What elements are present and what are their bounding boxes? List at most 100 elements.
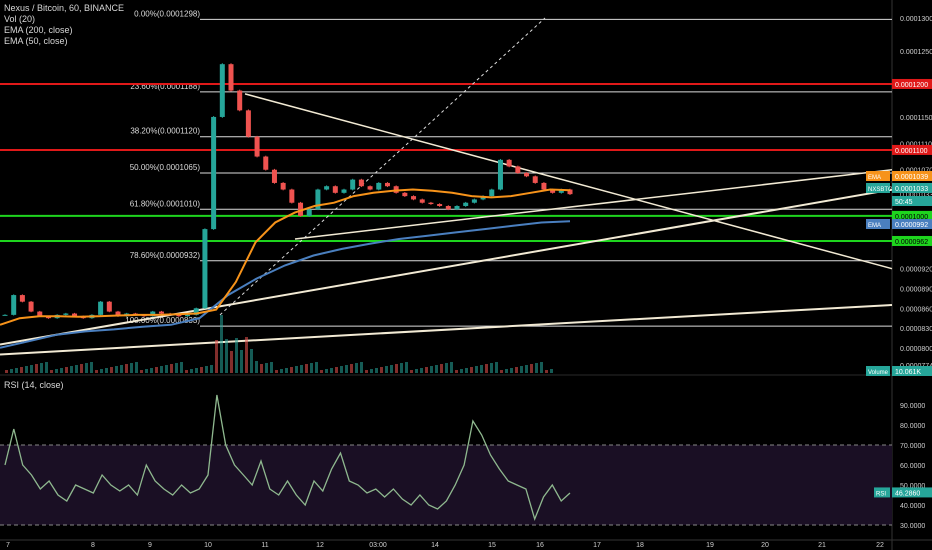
rsi-tick-label: 50.0000 xyxy=(900,483,925,490)
fib-level-label: 78.60%(0.0000932) xyxy=(130,251,201,260)
candle-body xyxy=(471,199,477,203)
candle-body xyxy=(271,169,277,183)
rsi-tick-label: 70.0000 xyxy=(900,443,925,450)
candle-body xyxy=(254,136,260,157)
volume-bar xyxy=(430,366,433,373)
candle-body xyxy=(63,313,69,315)
price-tag xyxy=(892,219,932,229)
time-tick-label: 18 xyxy=(636,542,644,549)
volume-bar xyxy=(515,367,518,373)
volume-bar xyxy=(470,367,473,373)
fib-level-label: 23.60%(0.0001188) xyxy=(130,82,200,91)
price-tag-label-box xyxy=(866,366,890,376)
rsi-title: RSI (14, close) xyxy=(4,380,64,390)
candle-body xyxy=(454,206,460,210)
price-tag xyxy=(892,366,932,376)
candle-body xyxy=(445,206,451,210)
candle-body xyxy=(37,311,43,317)
time-tick-label: 15 xyxy=(488,542,496,549)
candle-body xyxy=(411,196,417,200)
volume-bar xyxy=(400,363,403,373)
volume-bar xyxy=(435,365,438,373)
time-tick-label: 16 xyxy=(536,542,544,549)
price-tag-label-box xyxy=(866,219,890,229)
candle-body xyxy=(202,229,208,309)
volume-bar xyxy=(105,368,108,373)
candle-body xyxy=(350,179,356,190)
volume-bar xyxy=(525,365,528,373)
volume-bar xyxy=(465,368,468,373)
candle-body xyxy=(2,314,8,316)
candle-body xyxy=(402,192,408,197)
time-tick-label: 19 xyxy=(706,542,714,549)
trendline-lower xyxy=(0,188,893,346)
candle-body xyxy=(437,204,443,207)
fib-level-label: 100.00%(0.0000833) xyxy=(125,316,200,325)
candle-body xyxy=(567,189,573,195)
price-tag-value: 10.061K xyxy=(895,369,921,376)
candle-body xyxy=(341,189,347,193)
candle-body xyxy=(11,295,17,315)
volume-bar xyxy=(315,362,318,373)
candle-body xyxy=(289,189,295,203)
volume-bar xyxy=(275,370,278,373)
volume-bar xyxy=(115,366,118,373)
volume-bar xyxy=(420,368,423,373)
volume-bar xyxy=(60,368,63,373)
price-tag-label-box xyxy=(866,183,890,193)
volume-bar xyxy=(395,364,398,373)
candle-body xyxy=(237,90,243,111)
volume-bar xyxy=(50,370,53,373)
price-tick-label: 0.0000920 xyxy=(900,267,932,274)
rsi-tick-label: 90.0000 xyxy=(900,403,925,410)
candle-body xyxy=(150,311,156,317)
candle-body xyxy=(541,182,547,190)
price-tick-label: 0.0001300 xyxy=(900,16,932,23)
fib-level-label: 61.80%(0.0001010) xyxy=(130,199,201,208)
price-tick-label: 0.0000860 xyxy=(900,306,932,313)
volume-bar xyxy=(545,370,548,373)
volume-bar xyxy=(290,367,293,373)
volume-bar xyxy=(145,369,148,373)
volume-bar xyxy=(480,365,483,373)
price-tag-label: NXSBTC xyxy=(868,187,893,193)
volume-bar xyxy=(230,351,233,373)
volume-bar xyxy=(295,366,298,373)
volume-bar xyxy=(355,363,358,373)
volume-bar xyxy=(265,363,268,373)
symbol-title: Nexus / Bitcoin, 60, BINANCE xyxy=(4,3,125,13)
rsi-tag-label-box xyxy=(874,487,890,498)
candle-body xyxy=(428,202,434,205)
volume-bar xyxy=(500,370,503,373)
candle-body xyxy=(106,301,112,312)
volume-bar xyxy=(270,362,273,373)
candle-body xyxy=(280,182,286,190)
candle-body xyxy=(489,189,495,197)
volume-bar xyxy=(260,364,263,373)
volume-bar xyxy=(535,363,538,373)
volume-bar xyxy=(125,364,128,373)
price-tag xyxy=(892,196,932,206)
volume-bar xyxy=(490,363,493,373)
volume-bar xyxy=(345,365,348,373)
volume-bar xyxy=(365,370,368,373)
volume-bar xyxy=(240,350,243,373)
volume-bar xyxy=(320,370,323,373)
volume-bar xyxy=(405,362,408,373)
level-tag xyxy=(892,210,932,221)
volume-bar xyxy=(335,367,338,373)
price-tick-label: 0.0001250 xyxy=(900,49,932,56)
candle-body xyxy=(158,311,164,314)
volume-bar xyxy=(110,367,113,373)
volume-bar xyxy=(40,363,43,373)
volume-bar xyxy=(380,367,383,373)
volume-bar xyxy=(300,365,303,373)
candle-body xyxy=(28,301,34,312)
price-tick-label: 0.0000890 xyxy=(900,286,932,293)
volume-bar xyxy=(70,366,73,373)
volume-bar xyxy=(285,368,288,373)
price-tag xyxy=(892,171,932,181)
time-tick-label: 9 xyxy=(148,542,152,549)
candle-body xyxy=(219,64,225,117)
